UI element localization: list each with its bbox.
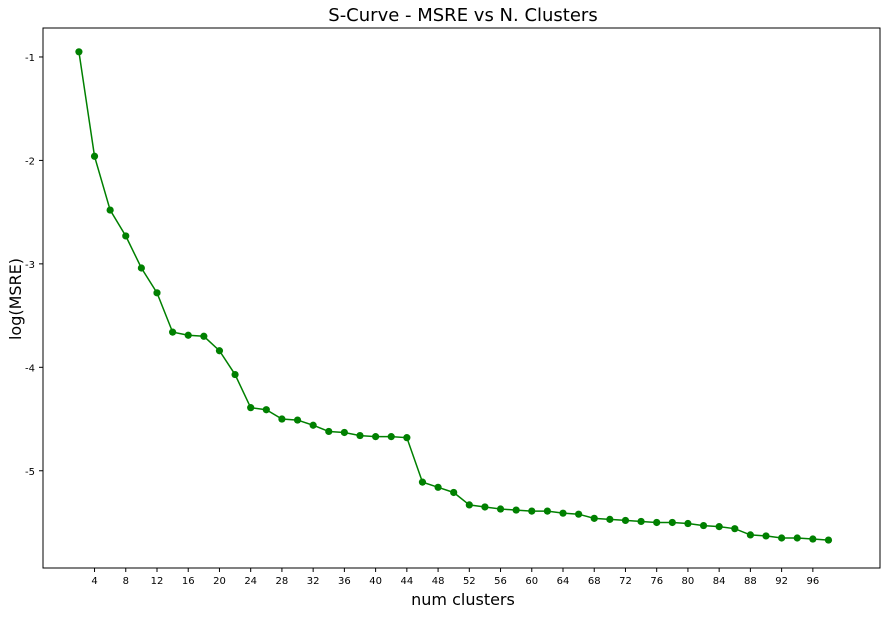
y-tick-label: -1 [25, 53, 35, 64]
data-point [262, 406, 270, 414]
data-point [106, 206, 114, 214]
data-point [606, 515, 614, 523]
data-point [481, 503, 489, 511]
data-point [731, 525, 739, 533]
data-point [403, 434, 411, 442]
data-point [137, 264, 145, 272]
data-point [668, 518, 676, 527]
data-point [122, 232, 130, 240]
x-tick-label: 48 [432, 576, 445, 587]
data-point [809, 535, 817, 543]
x-tick-label: 28 [276, 576, 289, 587]
x-tick-label: 12 [151, 576, 164, 587]
x-tick-label: 8 [123, 576, 129, 587]
x-tick-label: 80 [682, 576, 695, 587]
x-tick-label: 16 [182, 576, 195, 587]
data-point [153, 289, 161, 297]
x-tick-label: 40 [369, 576, 382, 587]
x-tick-label: 20 [213, 576, 226, 587]
x-tick-label: 44 [400, 576, 413, 587]
y-axis-title: log(MSRE) [6, 258, 25, 340]
y-tick-label: -4 [25, 363, 35, 374]
x-tick-label: 52 [463, 576, 476, 587]
data-point [90, 152, 99, 160]
data-point [715, 523, 723, 531]
data-point [340, 428, 348, 437]
x-tick-label: 68 [588, 576, 601, 587]
data-point [200, 332, 208, 340]
data-point [512, 506, 520, 514]
x-tick-label: 76 [650, 576, 663, 587]
x-tick-label: 92 [775, 576, 788, 587]
y-tick-label: -2 [25, 156, 35, 167]
data-point [496, 505, 505, 513]
data-point [387, 433, 395, 441]
plot-area [42, 27, 881, 569]
chart-title: S-Curve - MSRE vs N. Clusters [328, 5, 597, 26]
data-point [528, 507, 536, 515]
x-axis: 4 8 12 16 20 24 28 32 36 40 44 48 52 56 60 64 68 72 76 80 84… [91, 568, 819, 587]
data-point [637, 517, 645, 526]
data-point [247, 404, 255, 412]
data-point [434, 483, 442, 491]
data-point [559, 509, 567, 517]
x-tick-label: 4 [91, 576, 97, 587]
x-tick-label: 88 [744, 576, 757, 587]
data-point [372, 433, 380, 441]
data-point [356, 431, 364, 440]
data-point [684, 519, 692, 528]
data-point [793, 534, 801, 542]
data-point [184, 331, 192, 339]
data-point [418, 478, 427, 486]
data-point [309, 421, 317, 429]
series-layer [75, 48, 833, 544]
data-point [543, 507, 551, 515]
x-tick-label: 24 [244, 576, 257, 587]
data-point [293, 416, 302, 424]
data-point [621, 516, 630, 525]
data-point [169, 328, 177, 336]
x-tick-label: 56 [494, 576, 507, 587]
y-tick-label: -5 [25, 467, 35, 478]
data-point [653, 518, 661, 527]
x-tick-label: 84 [713, 576, 726, 587]
data-point [75, 48, 83, 56]
data-point [278, 415, 286, 423]
x-tick-label: 96 [806, 576, 819, 587]
data-point [450, 488, 458, 497]
x-tick-label: 60 [525, 576, 538, 587]
data-point [325, 427, 333, 436]
data-point [778, 534, 786, 542]
data-point [746, 531, 754, 539]
y-tick-label: -3 [25, 260, 35, 271]
x-tick-label: 64 [557, 576, 570, 587]
data-point [699, 521, 708, 530]
y-axis: -1 -2 -3 -4 -5 [25, 53, 43, 478]
data-point [762, 532, 770, 540]
data-point [824, 536, 833, 544]
data-point [465, 501, 473, 509]
x-tick-label: 36 [338, 576, 351, 587]
x-tick-label: 72 [619, 576, 632, 587]
data-point [590, 514, 598, 522]
x-axis-title: num clusters [411, 590, 515, 609]
plot-frame [42, 27, 881, 569]
x-tick-label: 32 [307, 576, 320, 587]
data-point [215, 347, 224, 355]
data-point [231, 370, 239, 379]
data-point [575, 510, 583, 518]
